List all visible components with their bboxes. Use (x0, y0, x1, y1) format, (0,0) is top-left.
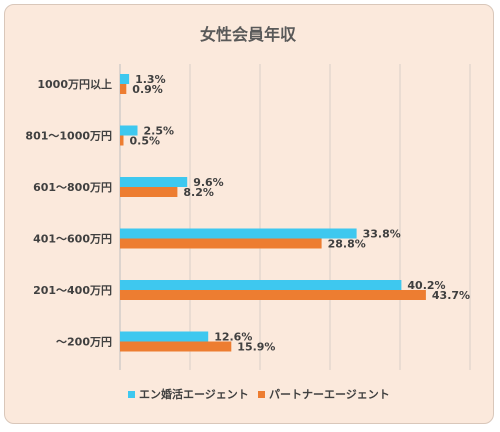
data-label: 43.7% (432, 289, 470, 302)
labels: 1000万円以上 1.3%0.9% 801～1000万円 2.5%0.5% 601～80… (25, 73, 470, 354)
bar-en (120, 228, 357, 239)
bar-partner (120, 84, 127, 94)
bar-partner (120, 341, 232, 352)
legend-swatch (128, 391, 135, 398)
category-label: 201～400万円 (33, 284, 112, 297)
data-label: 2.5% (144, 125, 175, 138)
legend-label: パートナーエージェント (269, 388, 390, 401)
legend-swatch (258, 391, 265, 398)
legend-label: エン婚活エージェント (139, 387, 249, 401)
bar-en (120, 280, 402, 290)
category-label: 601～800万円 (33, 181, 112, 194)
bar-en (120, 177, 188, 187)
data-label: 9.6% (193, 176, 224, 189)
data-label: 15.9% (237, 341, 275, 354)
bar-en (120, 74, 130, 84)
data-label: 1.3% (135, 73, 166, 86)
gridlines (119, 64, 471, 370)
data-label: 12.6% (214, 331, 252, 344)
bar-partner (120, 135, 124, 146)
data-label: 8.2% (183, 186, 214, 199)
bars (120, 74, 426, 352)
bar-en (120, 125, 138, 136)
legend: エン婚活エージェント パートナーエージェント (128, 387, 390, 401)
chart-frame (4, 4, 494, 424)
bar-partner (120, 187, 178, 197)
category-label: ～200万円 (56, 336, 112, 349)
bar-partner (120, 290, 426, 300)
data-label: 0.9% (132, 83, 163, 96)
chart-title: 女性会員年収 (200, 25, 297, 44)
bar-partner (120, 238, 322, 249)
data-label: 0.5% (130, 135, 161, 148)
data-label: 33.8% (363, 228, 401, 241)
category-label: 1000万円以上 (37, 77, 112, 91)
data-label: 40.2% (407, 279, 445, 292)
category-label: 801～1000万円 (25, 130, 112, 143)
bar-en (120, 331, 209, 342)
data-label: 28.8% (328, 238, 366, 251)
category-label: 401～600万円 (33, 233, 112, 246)
